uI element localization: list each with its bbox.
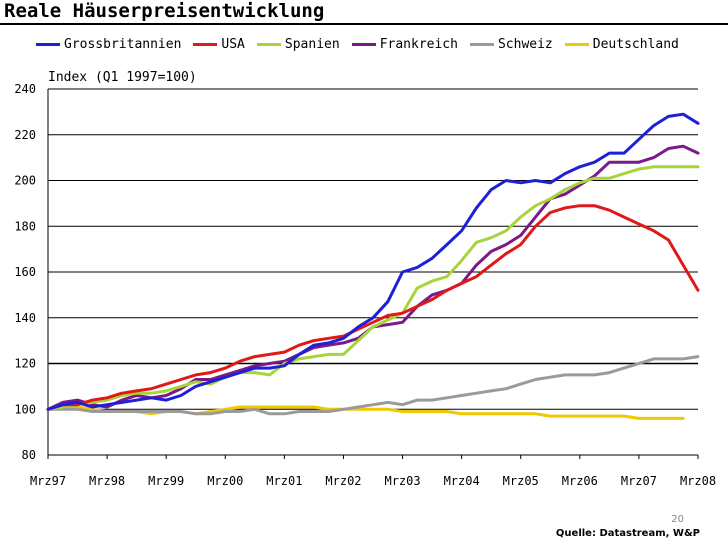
legend-swatch xyxy=(351,43,376,46)
y-tick-label: 220 xyxy=(14,128,36,142)
y-tick-label: 120 xyxy=(14,357,36,371)
x-tick-label: Mrz06 xyxy=(562,474,598,488)
x-tick-label: Mrz98 xyxy=(89,474,125,488)
y-tick-label: 160 xyxy=(14,265,36,279)
series-line-deutschland xyxy=(46,405,685,420)
legend-label: Frankreich xyxy=(379,37,458,52)
y-tick-label: 180 xyxy=(14,219,36,233)
series-line-schweiz xyxy=(46,355,700,416)
title-underline xyxy=(0,23,728,25)
legend: Grossbritannien USA Spanien Frankreich Schwe… xyxy=(36,37,679,52)
x-tick-label: Mrz01 xyxy=(266,474,302,488)
legend-swatch xyxy=(469,43,494,46)
x-tick-label: Mrz99 xyxy=(148,474,184,488)
legend-item-spanien: Spanien xyxy=(256,37,340,52)
x-tick-label: Mrz08 xyxy=(680,474,716,488)
x-tick-label: Mrz07 xyxy=(621,474,657,488)
x-tick-label: Mrz00 xyxy=(207,474,243,488)
legend-label: Schweiz xyxy=(497,37,553,52)
legend-item-usa: USA xyxy=(193,37,245,52)
page-number: 20 xyxy=(671,514,684,525)
legend-swatch xyxy=(193,43,218,46)
legend-swatch xyxy=(256,43,281,46)
x-tick-label: Mrz03 xyxy=(384,474,420,488)
source-note: Quelle: Datastream, W&P xyxy=(555,528,700,539)
legend-swatch xyxy=(564,43,589,46)
y-tick-label: 140 xyxy=(14,311,36,325)
series-line-spanien xyxy=(46,165,700,411)
legend-item-grossbritannien: Grossbritannien xyxy=(36,37,181,52)
y-tick-label: 80 xyxy=(22,448,36,462)
y-tick-label: 200 xyxy=(14,174,36,188)
legend-label: USA xyxy=(221,37,245,52)
y-axis-label: Index (Q1 1997=100) xyxy=(48,70,197,85)
series-line-usa xyxy=(46,204,700,411)
legend-swatch xyxy=(36,43,60,46)
series-line-grossbritannien xyxy=(46,112,700,411)
legend-label: Deutschland xyxy=(592,37,679,52)
chart-title: Reale Häuserpreisentwicklung xyxy=(4,0,325,22)
y-tick-label: 100 xyxy=(14,402,36,416)
x-tick-label: Mrz97 xyxy=(30,474,66,488)
x-tick-label: Mrz02 xyxy=(325,474,361,488)
x-tick-label: Mrz04 xyxy=(444,474,480,488)
legend-item-frankreich: Frankreich xyxy=(351,37,458,52)
y-tick-label: 240 xyxy=(14,82,36,96)
legend-item-deutschland: Deutschland xyxy=(564,37,679,52)
legend-label: Grossbritannien xyxy=(64,37,182,52)
series-line-frankreich xyxy=(46,144,700,411)
x-tick-label: Mrz05 xyxy=(503,474,539,488)
legend-label: Spanien xyxy=(284,37,340,52)
legend-item-schweiz: Schweiz xyxy=(469,37,553,52)
